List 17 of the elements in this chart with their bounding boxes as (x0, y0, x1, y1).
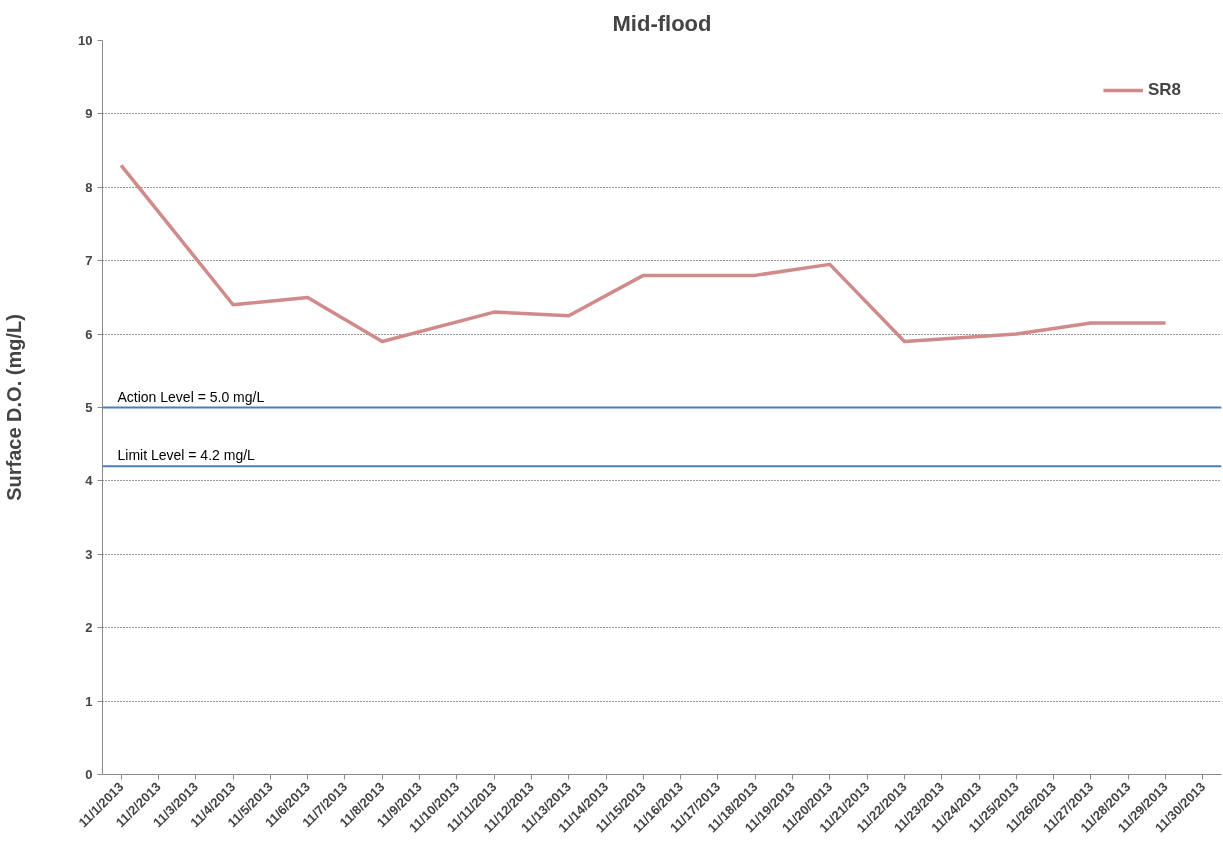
line-series (119, 163, 1168, 344)
legend-label: SR8 (1147, 80, 1181, 100)
y-tick-label: 1 (85, 693, 93, 709)
ref-line-label: Action Level = 5.0 mg/L (117, 388, 265, 405)
y-tick-label: 9 (85, 106, 93, 122)
y-tick-label: 5 (85, 400, 93, 415)
ref-line-label: Limit Level = 4.2 mg/L (117, 447, 256, 464)
y-tick-label: 2 (85, 620, 93, 636)
y-tick-label: 3 (85, 546, 93, 562)
y-tick-label: 6 (85, 326, 93, 342)
y-tick-label: 4 (85, 473, 94, 489)
y-tick-label: 10 (78, 33, 93, 48)
y-tick-label: 8 (85, 179, 93, 195)
y-axis-title: Surface D.O. (mg/L) (3, 314, 26, 501)
y-tick-label: 7 (85, 253, 93, 269)
y-tick-label: 0 (85, 767, 93, 782)
chart-title: Mid-flood (612, 10, 712, 36)
